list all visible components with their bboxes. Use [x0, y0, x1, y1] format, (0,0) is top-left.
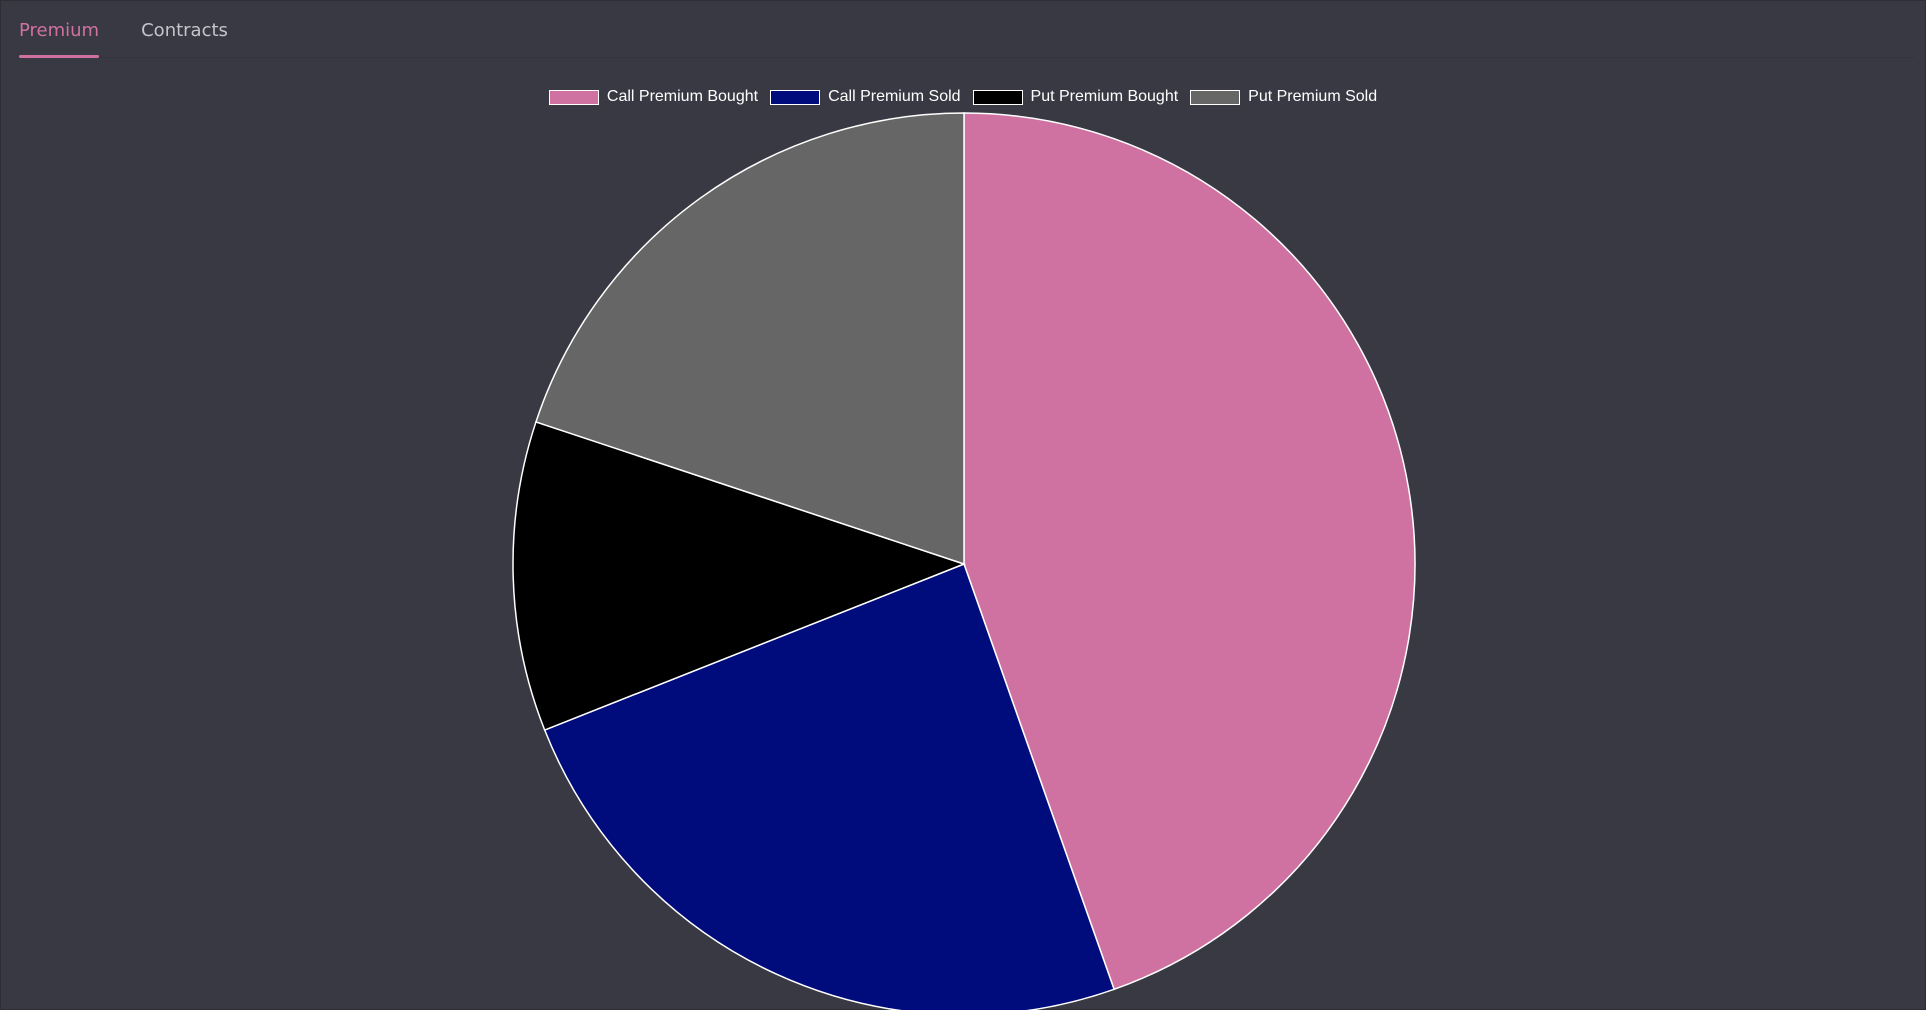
- pie-slices: [512, 112, 1416, 1010]
- tab-contracts[interactable]: Contracts: [141, 20, 228, 41]
- legend-item-call-premium-sold[interactable]: Call Premium Sold: [770, 88, 961, 106]
- tab-bar: Premium Contracts: [19, 1, 1915, 58]
- legend-label: Put Premium Sold: [1248, 88, 1378, 105]
- tab-premium[interactable]: Premium: [19, 20, 100, 58]
- pie-slice-put-premium-sold[interactable]: [535, 112, 965, 566]
- pie-slice-call-premium-bought[interactable]: [963, 112, 1416, 991]
- legend-label: Put Premium Bought: [1030, 88, 1179, 105]
- legend-swatch: [1190, 89, 1241, 105]
- pie-slice-call-premium-sold[interactable]: [543, 563, 1116, 1010]
- legend-label: Call Premium Sold: [828, 88, 961, 105]
- legend-item-put-premium-bought[interactable]: Put Premium Bought: [972, 88, 1179, 106]
- legend-swatch: [770, 89, 821, 105]
- legend-item-put-premium-sold[interactable]: Put Premium Sold: [1190, 88, 1377, 106]
- legend-swatch: [548, 89, 599, 105]
- legend-swatch: [972, 89, 1023, 105]
- legend-label: Call Premium Bought: [606, 88, 759, 105]
- chart-legend: Call Premium Bought Call Premium Sold Pu…: [0, 88, 1926, 106]
- legend-item-call-premium-bought[interactable]: Call Premium Bought: [548, 88, 759, 106]
- pie-slice-put-premium-bought[interactable]: [512, 420, 967, 731]
